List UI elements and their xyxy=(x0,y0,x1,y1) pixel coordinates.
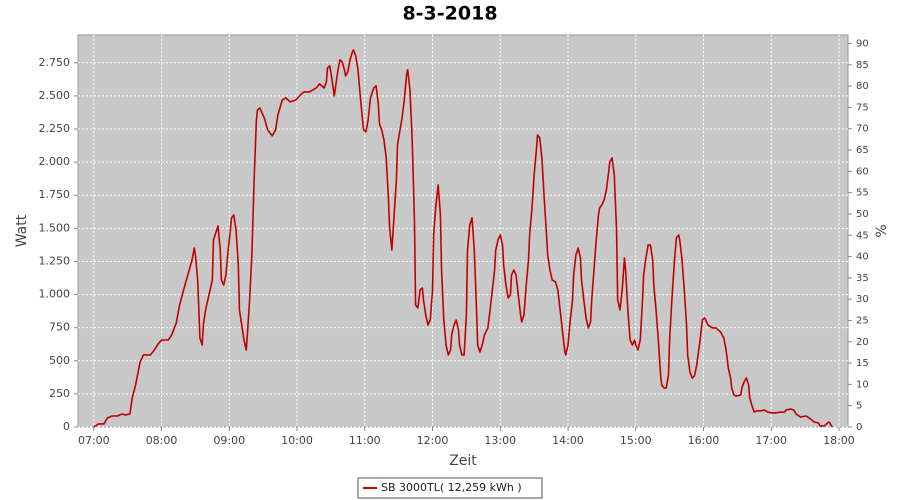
y-tick-label: 1.250 xyxy=(39,254,71,267)
x-tick-label: 07:00 xyxy=(78,434,110,447)
x-tick-label: 12:00 xyxy=(417,434,449,447)
y-tick-label: 2.750 xyxy=(39,56,71,69)
legend xyxy=(357,477,543,499)
plot-area xyxy=(77,34,849,428)
y2-tick-label: 85 xyxy=(856,60,869,71)
y-tick-label: 250 xyxy=(49,387,70,400)
y-tick-label: 2.500 xyxy=(39,89,71,102)
x-tick-label: 13:00 xyxy=(484,434,516,447)
legend-label: SB 3000TL( 12,259 kWh ) xyxy=(381,481,522,494)
y2-tick-label: 30 xyxy=(856,294,869,305)
x-tick-label: 09:00 xyxy=(213,434,245,447)
y2-axis-label: % xyxy=(874,224,890,237)
y2-tick-label: 15 xyxy=(856,358,869,369)
x-tick-label: 16:00 xyxy=(688,434,720,447)
y2-tick-label: 50 xyxy=(856,209,869,220)
y2-tick-label: 75 xyxy=(856,102,869,113)
x-tick-label: 14:00 xyxy=(552,434,584,447)
y2-tick-label: 40 xyxy=(856,252,869,263)
y2-tick-label: 70 xyxy=(856,124,869,135)
y2-tick-label: 25 xyxy=(856,315,869,326)
chart-title: 8-3-2018 xyxy=(402,3,497,25)
y-tick-label: 1.500 xyxy=(39,221,71,234)
y-tick-label: 2.000 xyxy=(39,155,71,168)
y2-tick-label: 10 xyxy=(856,379,869,390)
y2-tick-label: 35 xyxy=(856,273,869,284)
x-tick-label: 08:00 xyxy=(146,434,178,447)
y-tick-label: 1.750 xyxy=(39,188,71,201)
y2-tick-label: 20 xyxy=(856,337,869,348)
x-tick-label: 15:00 xyxy=(620,434,652,447)
y2-tick-label: 0 xyxy=(856,422,862,433)
x-tick-label: 11:00 xyxy=(349,434,381,447)
series-line xyxy=(93,49,833,428)
y-tick-label: 750 xyxy=(49,321,70,334)
y-tick-label: 500 xyxy=(49,354,70,367)
x-tick-label: 10:00 xyxy=(281,434,313,447)
y-axis-label: Watt xyxy=(14,214,30,247)
y2-tick-label: 90 xyxy=(856,39,869,50)
y2-tick-label: 5 xyxy=(856,401,862,412)
x-tick-label: 17:00 xyxy=(755,434,787,447)
x-axis-label: Zeit xyxy=(449,453,477,469)
y2-tick-label: 80 xyxy=(856,81,869,92)
y2-tick-label: 60 xyxy=(856,166,869,177)
x-tick-label: 18:00 xyxy=(823,434,855,447)
y2-tick-label: 55 xyxy=(856,188,869,199)
y2-tick-label: 65 xyxy=(856,145,869,156)
y2-tick-label: 45 xyxy=(856,230,869,241)
y-tick-label: 1.000 xyxy=(39,288,71,301)
y-tick-label: 2.250 xyxy=(39,122,71,135)
y-tick-label: 0 xyxy=(63,420,70,433)
